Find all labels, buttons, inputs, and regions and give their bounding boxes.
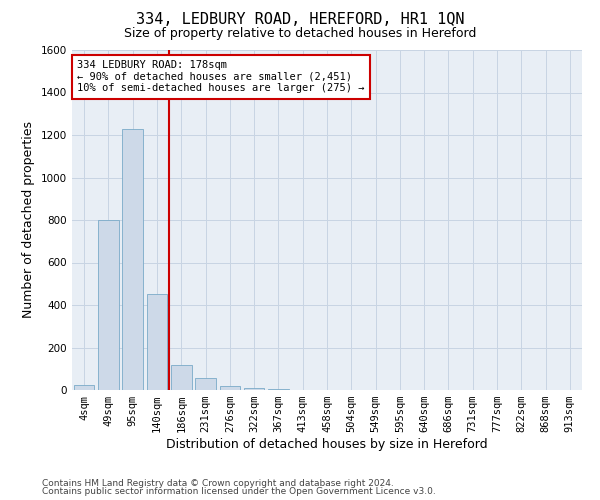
Text: 334, LEDBURY ROAD, HEREFORD, HR1 1QN: 334, LEDBURY ROAD, HEREFORD, HR1 1QN bbox=[136, 12, 464, 28]
Bar bbox=[220, 386, 240, 390]
Text: Contains public sector information licensed under the Open Government Licence v3: Contains public sector information licen… bbox=[42, 487, 436, 496]
Bar bbox=[195, 378, 216, 390]
X-axis label: Distribution of detached houses by size in Hereford: Distribution of detached houses by size … bbox=[166, 438, 488, 451]
Y-axis label: Number of detached properties: Number of detached properties bbox=[22, 122, 35, 318]
Bar bbox=[268, 389, 289, 390]
Bar bbox=[122, 128, 143, 390]
Text: 334 LEDBURY ROAD: 178sqm
← 90% of detached houses are smaller (2,451)
10% of sem: 334 LEDBURY ROAD: 178sqm ← 90% of detach… bbox=[77, 60, 365, 94]
Bar bbox=[244, 388, 265, 390]
Bar bbox=[171, 364, 191, 390]
Bar bbox=[146, 294, 167, 390]
Text: Size of property relative to detached houses in Hereford: Size of property relative to detached ho… bbox=[124, 28, 476, 40]
Bar bbox=[74, 384, 94, 390]
Text: Contains HM Land Registry data © Crown copyright and database right 2024.: Contains HM Land Registry data © Crown c… bbox=[42, 478, 394, 488]
Bar bbox=[98, 220, 119, 390]
